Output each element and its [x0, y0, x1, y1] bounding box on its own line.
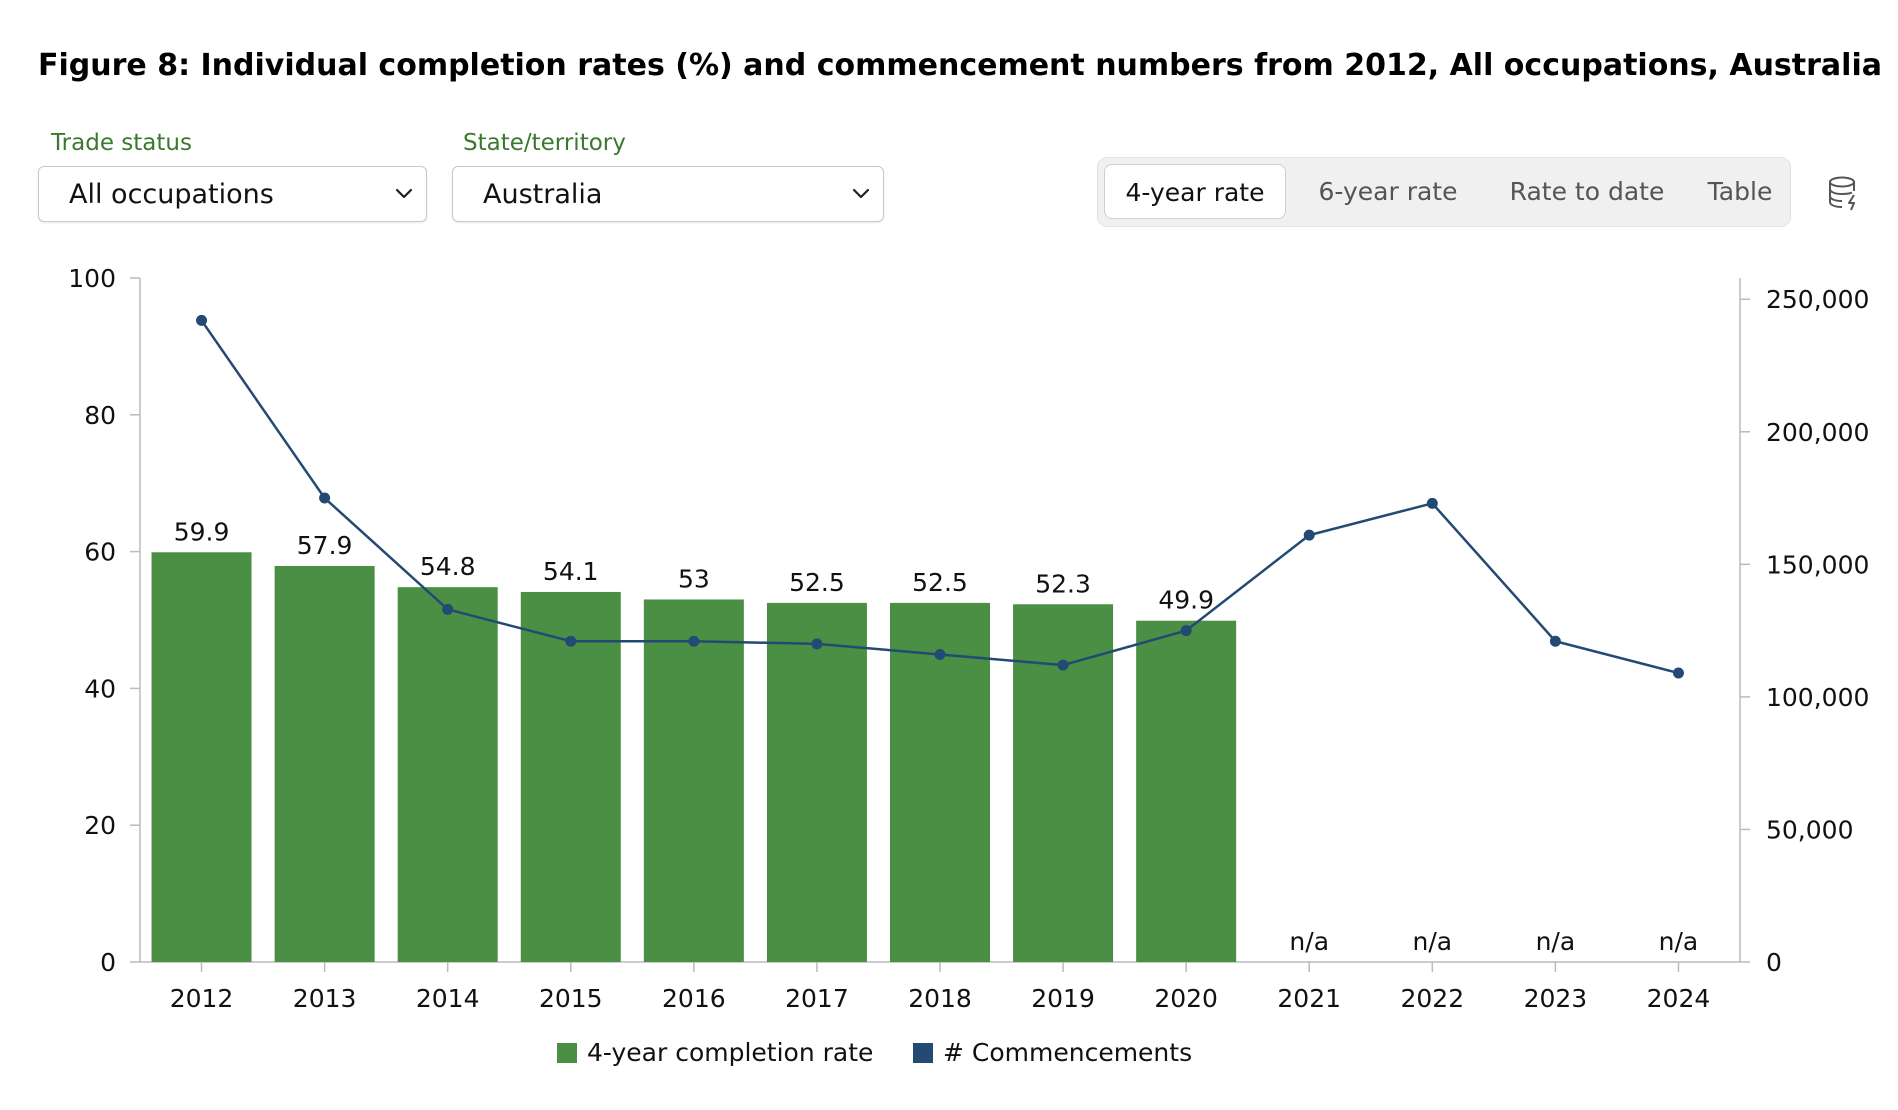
- bar-data-label: n/a: [1536, 927, 1576, 956]
- view-toggle: 4-year rate 6-year rate Rate to date Tab…: [1097, 157, 1791, 227]
- right-tick-label: 0: [1766, 948, 1782, 977]
- commencements-point: [1549, 635, 1561, 647]
- right-tick-label: 100,000: [1766, 683, 1869, 712]
- bar-data-label: 59.9: [174, 517, 230, 546]
- bar: [766, 602, 867, 962]
- legend-item-completion-rate[interactable]: 4-year completion rate: [557, 1038, 873, 1067]
- tab-table[interactable]: Table: [1707, 177, 1773, 206]
- bar-data-label: 52.5: [789, 568, 845, 597]
- right-tick-label: 250,000: [1766, 285, 1869, 314]
- commencements-point: [688, 635, 700, 647]
- chart-title: Figure 8: Individual completion rates (%…: [38, 48, 1882, 83]
- bar: [1013, 604, 1114, 962]
- commencements-point: [811, 638, 823, 650]
- bar-data-label: 57.9: [297, 531, 353, 560]
- commencements-point: [319, 492, 331, 504]
- bar-data-label: 52.5: [912, 568, 968, 597]
- bar-data-label: n/a: [1413, 927, 1453, 956]
- x-tick-label: 2015: [539, 984, 603, 1013]
- left-tick-label: 20: [84, 811, 116, 840]
- commencements-point: [442, 603, 454, 615]
- bar-data-label: 54.1: [543, 557, 599, 586]
- commencements-point: [1303, 529, 1315, 541]
- x-tick-label: 2014: [416, 984, 480, 1013]
- legend-label-completion-rate: 4-year completion rate: [587, 1038, 874, 1067]
- x-tick-label: 2012: [170, 984, 234, 1013]
- state-territory-label: State/territory: [463, 130, 626, 156]
- x-tick-label: 2023: [1524, 984, 1588, 1013]
- x-tick-label: 2013: [293, 984, 357, 1013]
- commencements-point: [1180, 625, 1192, 637]
- legend-label-commencements: # Commencements: [943, 1038, 1193, 1067]
- right-tick-label: 50,000: [1766, 815, 1853, 844]
- left-tick-label: 100: [68, 264, 116, 293]
- right-tick-label: 200,000: [1766, 418, 1869, 447]
- commencements-point: [196, 314, 208, 326]
- legend-swatch-line: [913, 1043, 933, 1063]
- chevron-down-icon: [395, 188, 413, 199]
- right-tick-label: 150,000: [1766, 550, 1869, 579]
- x-tick-label: 2021: [1277, 984, 1341, 1013]
- x-tick-label: 2022: [1400, 984, 1464, 1013]
- bar: [274, 565, 375, 962]
- bar: [1136, 620, 1237, 962]
- commencements-point: [934, 648, 946, 660]
- tab-rate-to-date[interactable]: Rate to date: [1509, 177, 1665, 206]
- bar-data-label: 54.8: [420, 552, 476, 581]
- bar-data-label: n/a: [1289, 927, 1329, 956]
- trade-status-select[interactable]: All occupations: [38, 166, 427, 222]
- left-tick-label: 80: [84, 401, 116, 430]
- commencements-point: [1057, 659, 1069, 671]
- x-tick-label: 2017: [785, 984, 849, 1013]
- legend-swatch-bar: [557, 1043, 577, 1063]
- left-tick-label: 40: [84, 674, 116, 703]
- x-tick-label: 2024: [1647, 984, 1711, 1013]
- state-territory-value: Australia: [483, 179, 603, 210]
- state-territory-select[interactable]: Australia: [452, 166, 884, 222]
- x-tick-label: 2019: [1031, 984, 1095, 1013]
- tab-6-year-rate[interactable]: 6-year rate: [1318, 177, 1458, 206]
- bar: [520, 591, 621, 962]
- left-tick-label: 0: [100, 948, 116, 977]
- bar: [890, 602, 990, 962]
- bar-data-label: n/a: [1659, 927, 1699, 956]
- bar-data-label: 53: [678, 564, 710, 593]
- bar-data-label: 49.9: [1158, 586, 1214, 615]
- database-icon[interactable]: [1826, 174, 1864, 212]
- chevron-down-icon: [852, 188, 870, 199]
- left-tick-label: 60: [84, 538, 116, 567]
- commencements-point: [565, 635, 577, 647]
- commencements-point: [1672, 667, 1684, 679]
- bar-data-label: 52.3: [1035, 569, 1091, 598]
- bar: [397, 587, 498, 962]
- x-tick-label: 2018: [908, 984, 972, 1013]
- bar: [643, 599, 744, 962]
- bar: [151, 552, 252, 962]
- trade-status-label: Trade status: [51, 130, 192, 156]
- legend-item-commencements[interactable]: # Commencements: [913, 1038, 1192, 1067]
- trade-status-value: All occupations: [69, 179, 274, 210]
- x-tick-label: 2020: [1154, 984, 1218, 1013]
- x-tick-label: 2016: [662, 984, 726, 1013]
- tab-4-year-rate[interactable]: 4-year rate: [1104, 164, 1286, 219]
- commencements-point: [1426, 497, 1438, 509]
